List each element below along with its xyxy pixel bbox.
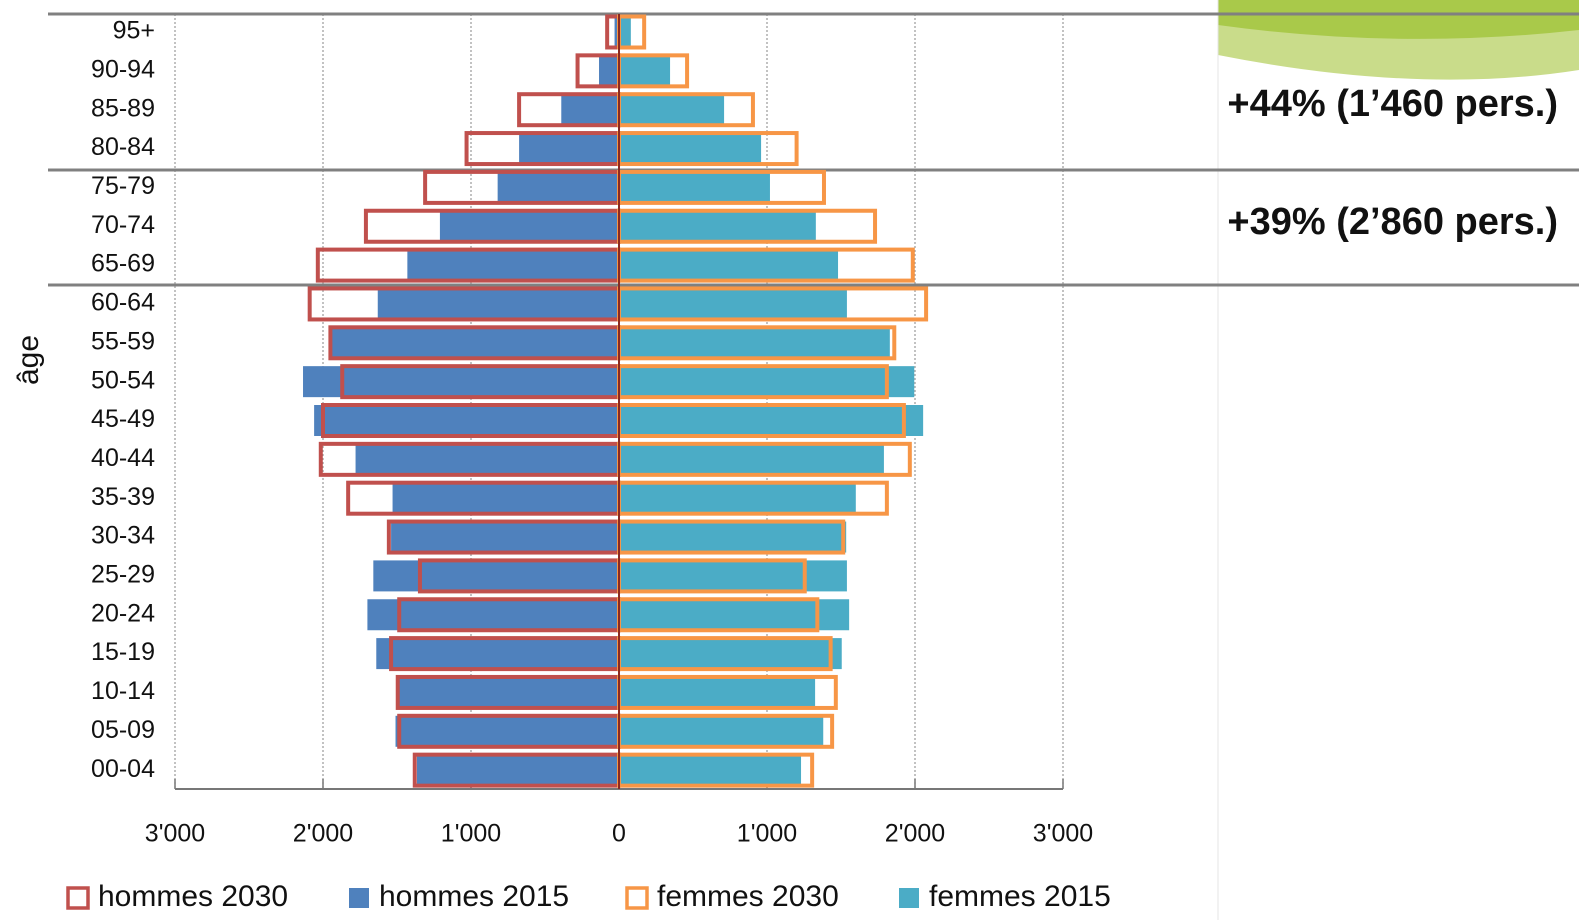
y-tick-label: 80-84 <box>91 133 155 161</box>
y-tick-label: 70-74 <box>91 211 155 239</box>
y-tick-label: 75-79 <box>91 172 155 200</box>
bar <box>619 443 884 475</box>
legend-swatch <box>66 886 90 910</box>
y-tick-label: 15-19 <box>91 638 155 666</box>
y-tick-label: 00-04 <box>91 755 155 783</box>
bar <box>619 55 671 87</box>
y-tick-label: 20-24 <box>91 599 155 627</box>
legend-swatch <box>349 888 369 908</box>
x-tick-label: 3'000 <box>1033 820 1093 848</box>
annotation: +44% (1’460 pers.) <box>1227 83 1558 125</box>
legend-label: hommes 2015 <box>379 880 569 913</box>
bar <box>314 405 619 436</box>
y-tick-label: 90-94 <box>91 55 155 83</box>
bar <box>416 754 619 786</box>
bar <box>519 133 619 165</box>
bar <box>619 16 631 48</box>
bar <box>407 249 619 281</box>
bar <box>303 366 619 398</box>
bar <box>619 366 915 398</box>
bar <box>619 249 839 281</box>
bar <box>619 210 816 242</box>
legend-label: femmes 2015 <box>929 880 1111 913</box>
bar <box>619 560 847 592</box>
bar <box>619 482 856 514</box>
bar <box>619 405 924 436</box>
bar <box>619 676 816 708</box>
annotation: +39% (2’860 pers.) <box>1227 201 1558 243</box>
legend-swatch <box>899 888 919 908</box>
bar <box>392 482 619 514</box>
bar <box>619 94 725 126</box>
y-tick-label: 55-59 <box>91 327 155 355</box>
bar <box>619 133 762 165</box>
bar <box>439 210 619 242</box>
bar <box>619 599 850 631</box>
y-tick-label: 10-14 <box>91 677 155 705</box>
x-tick-label: 1'000 <box>441 820 501 848</box>
legend-swatch <box>625 886 649 910</box>
bar <box>398 676 619 708</box>
y-tick-label: 35-39 <box>91 483 155 511</box>
bar <box>561 94 619 126</box>
y-axis-label: âge <box>12 335 45 385</box>
bar <box>619 171 770 203</box>
x-tick-label: 0 <box>612 820 626 848</box>
bar <box>599 55 619 87</box>
x-tick-label: 2'000 <box>293 820 353 848</box>
bar <box>619 521 847 553</box>
x-tick-label: 3'000 <box>145 820 205 848</box>
bar <box>619 754 802 786</box>
y-tick-label: 95+ <box>113 17 155 45</box>
bar <box>373 560 619 592</box>
y-tick-label: 85-89 <box>91 94 155 122</box>
x-tick-label: 2'000 <box>885 820 945 848</box>
legend-label: hommes 2030 <box>98 880 288 913</box>
bar <box>391 521 619 553</box>
y-tick-label: 65-69 <box>91 250 155 278</box>
bar <box>376 638 619 670</box>
decoration <box>1218 0 1579 39</box>
y-tick-label: 05-09 <box>91 716 155 744</box>
y-tick-label: 60-64 <box>91 289 155 317</box>
legend-label: femmes 2030 <box>657 880 839 913</box>
bar <box>619 715 824 747</box>
bar <box>367 599 619 631</box>
bar <box>395 715 619 747</box>
x-tick-label: 1'000 <box>737 820 797 848</box>
bar <box>377 288 619 320</box>
bar <box>619 327 890 359</box>
bar <box>619 288 847 320</box>
y-tick-label: 40-44 <box>91 444 155 472</box>
bar <box>355 443 619 475</box>
y-tick-label: 45-49 <box>91 405 155 433</box>
bar <box>331 327 619 359</box>
y-tick-label: 50-54 <box>91 366 155 394</box>
bar <box>497 171 619 203</box>
y-tick-label: 30-34 <box>91 522 155 550</box>
bar <box>614 16 619 48</box>
y-tick-label: 25-29 <box>91 561 155 589</box>
bar <box>619 638 842 670</box>
